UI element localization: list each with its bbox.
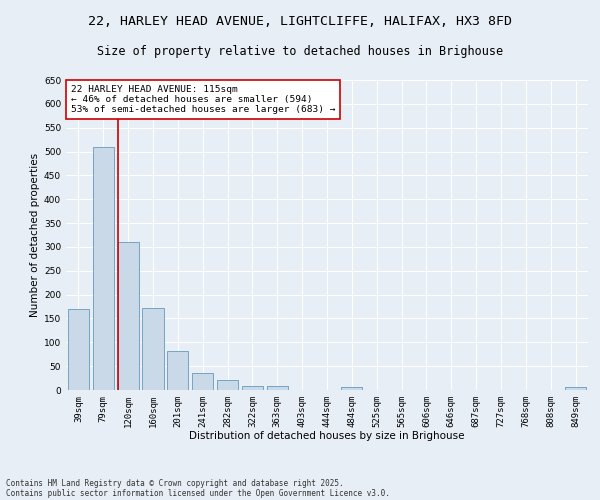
Bar <box>118 242 139 390</box>
Text: 22, HARLEY HEAD AVENUE, LIGHTCLIFFE, HALIFAX, HX3 8FD: 22, HARLEY HEAD AVENUE, LIGHTCLIFFE, HAL… <box>88 15 512 28</box>
Bar <box>267 386 288 390</box>
Bar <box>93 147 114 390</box>
Text: Contains HM Land Registry data © Crown copyright and database right 2025.: Contains HM Land Registry data © Crown c… <box>6 478 344 488</box>
Bar <box>167 351 188 390</box>
X-axis label: Distribution of detached houses by size in Brighouse: Distribution of detached houses by size … <box>189 432 465 442</box>
Bar <box>565 386 586 390</box>
Bar <box>341 386 362 390</box>
Bar <box>142 308 164 390</box>
Text: Size of property relative to detached houses in Brighouse: Size of property relative to detached ho… <box>97 45 503 58</box>
Bar <box>217 380 238 390</box>
Bar <box>68 309 89 390</box>
Text: Contains public sector information licensed under the Open Government Licence v3: Contains public sector information licen… <box>6 488 390 498</box>
Bar <box>192 374 213 390</box>
Y-axis label: Number of detached properties: Number of detached properties <box>30 153 40 317</box>
Text: 22 HARLEY HEAD AVENUE: 115sqm
← 46% of detached houses are smaller (594)
53% of : 22 HARLEY HEAD AVENUE: 115sqm ← 46% of d… <box>71 84 336 114</box>
Bar <box>242 386 263 390</box>
